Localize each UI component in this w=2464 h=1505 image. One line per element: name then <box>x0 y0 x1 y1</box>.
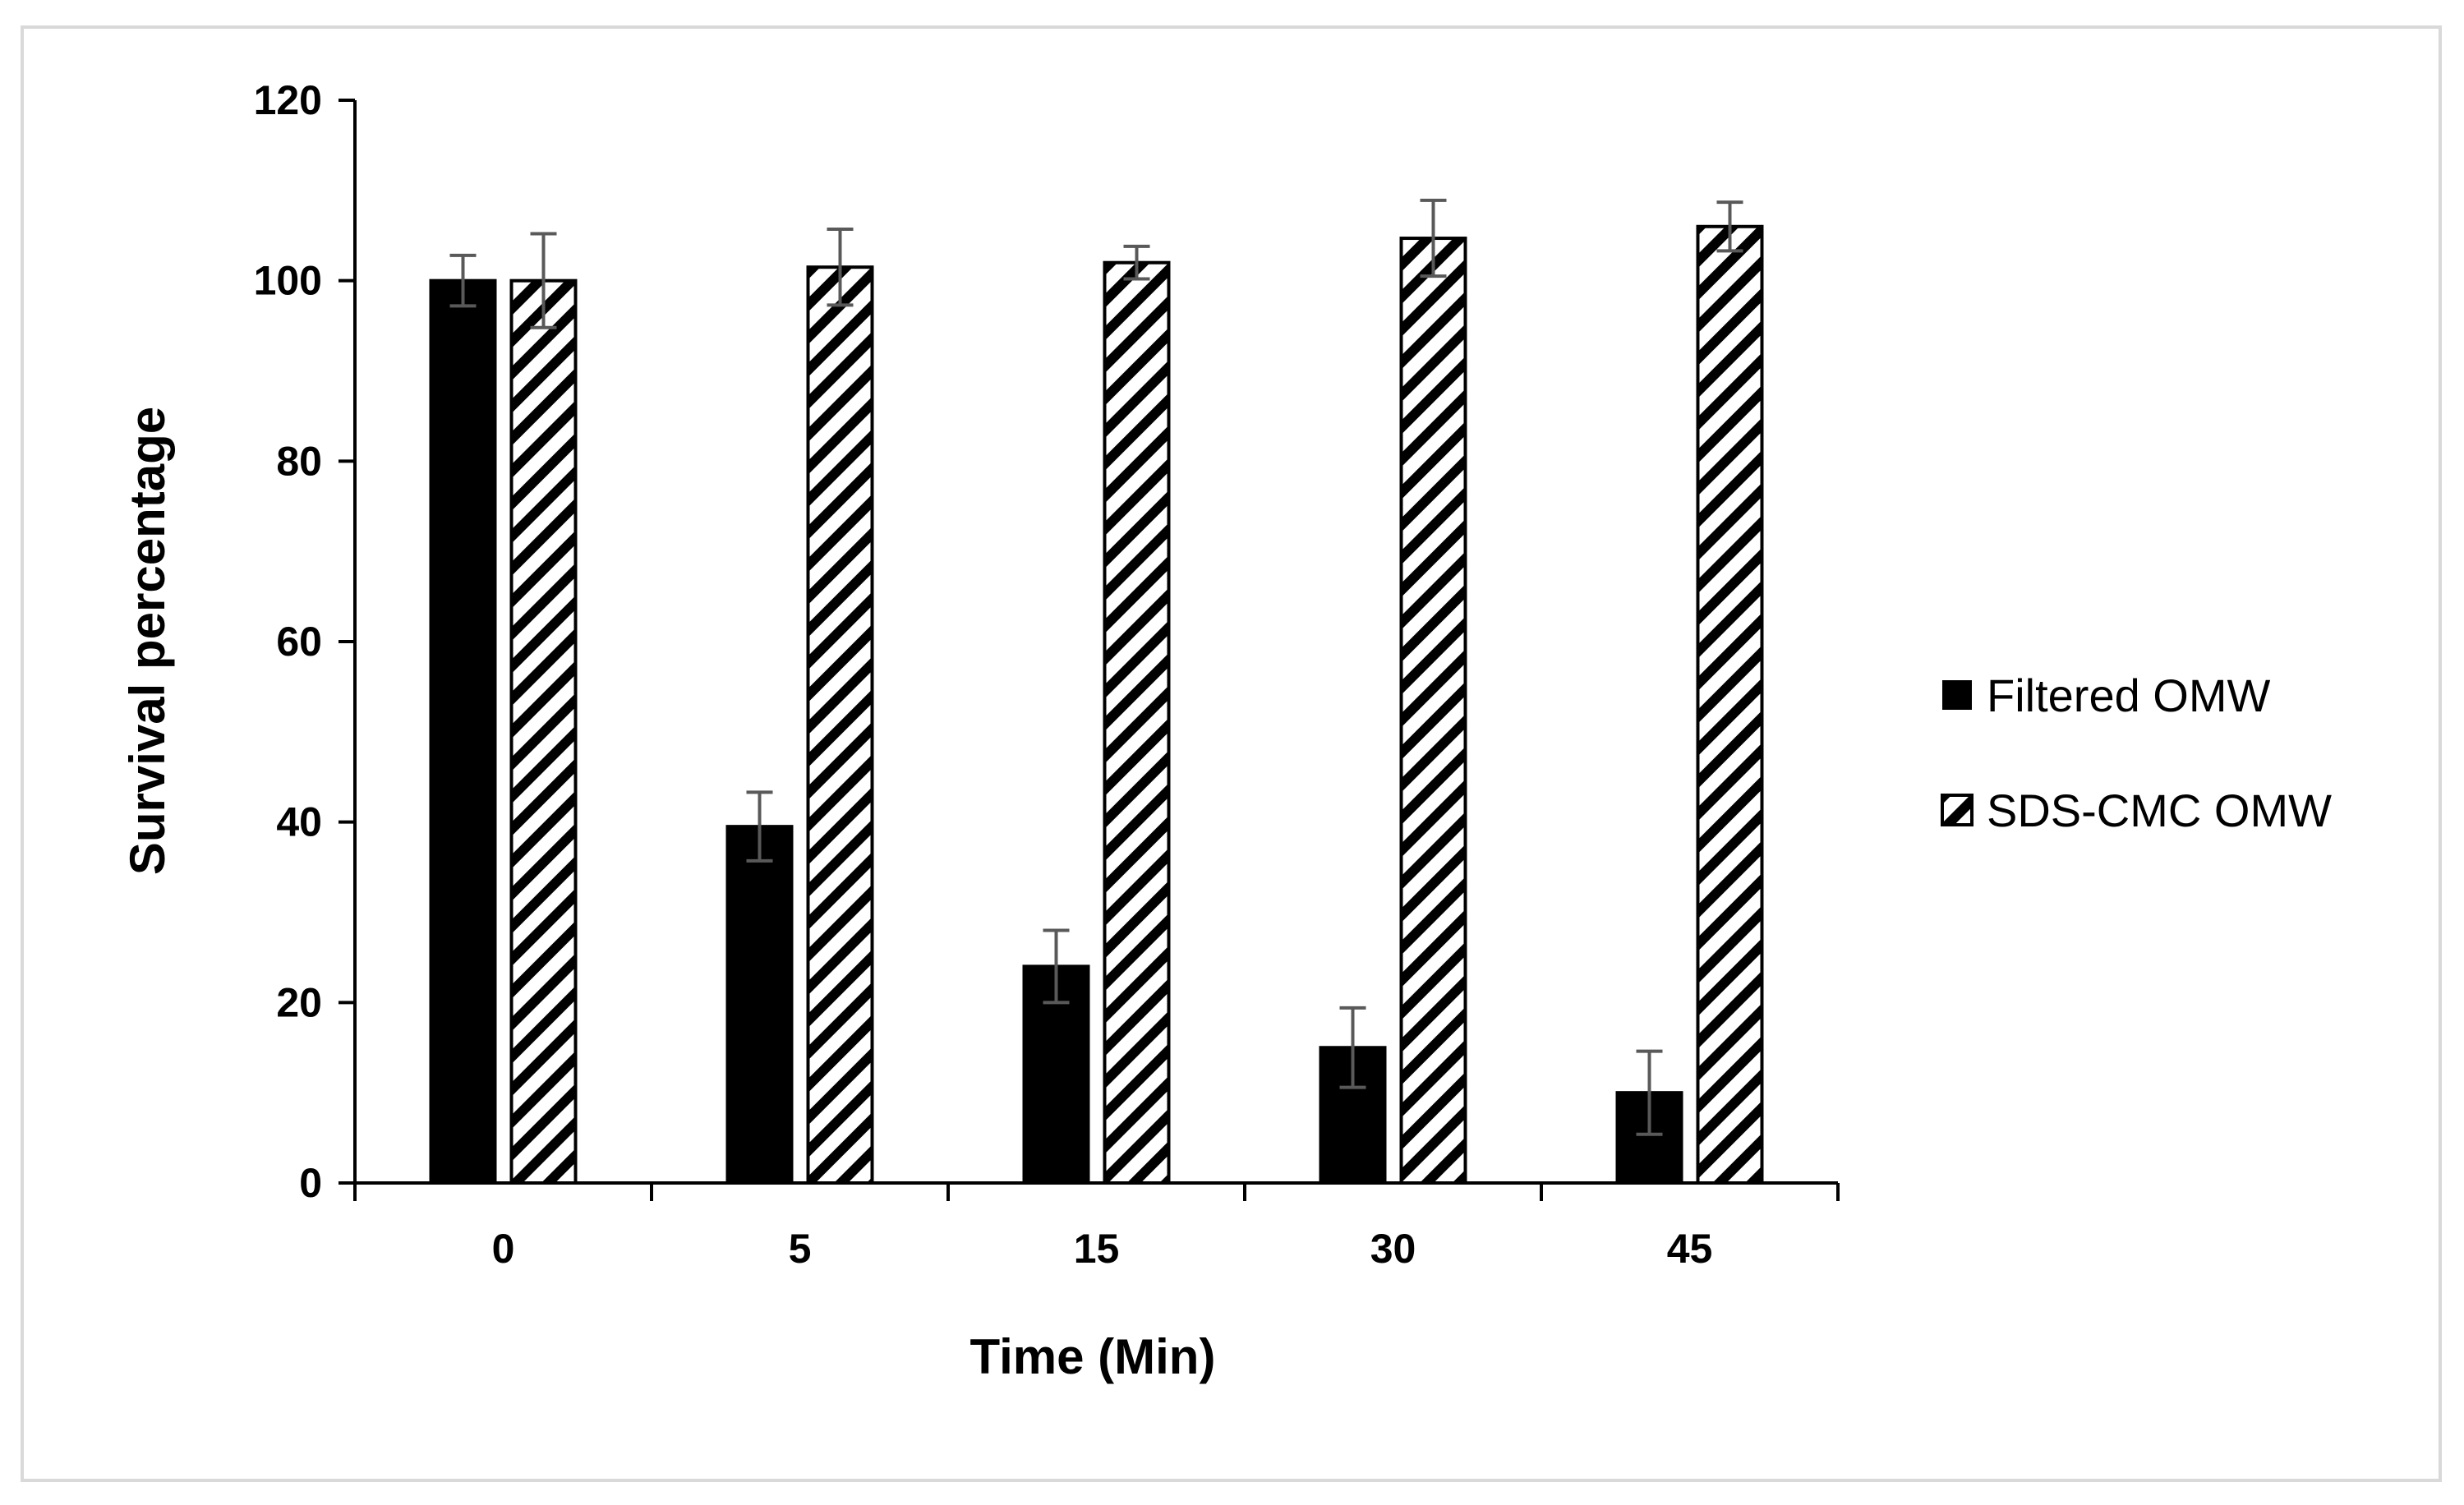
bar-sds-cmc-omw-15 <box>1103 260 1171 1185</box>
legend-label-filtered-omw: Filtered OMW <box>1987 670 2270 721</box>
x-axis: 0 5 15 30 45 <box>353 1181 1840 1272</box>
legend-label-sds-cmc-omw: SDS-CMC OMW <box>1987 785 2332 836</box>
y-tick-label: 20 <box>276 979 322 1025</box>
y-tick-label: 120 <box>254 77 322 123</box>
legend-swatch-sds-cmc-omw <box>1941 794 1974 826</box>
chart-frame <box>21 25 2442 1482</box>
error-bars <box>449 198 1743 1136</box>
bar-sds-cmc-omw-0 <box>509 278 578 1185</box>
x-tick-label: 45 <box>1667 1226 1713 1272</box>
x-tick-label: 15 <box>1074 1226 1120 1272</box>
legend: Filtered OMW SDS-CMC OMW <box>1941 670 2332 836</box>
bar-filtered-omw-5 <box>725 825 794 1185</box>
bars <box>429 224 1764 1185</box>
legend-swatch-filtered-omw <box>1942 680 1972 710</box>
x-tick-label: 30 <box>1370 1226 1416 1272</box>
bar-sds-cmc-omw-5 <box>806 265 874 1185</box>
y-tick-label: 80 <box>276 438 322 484</box>
bar-sds-cmc-omw-30 <box>1399 237 1467 1185</box>
y-tick-label: 40 <box>276 799 322 845</box>
x-tick-label: 0 <box>492 1226 515 1272</box>
y-tick-label: 60 <box>276 619 322 665</box>
y-axis: 0 20 40 60 80 100 120 <box>254 77 357 1206</box>
x-tick-label: 5 <box>789 1226 812 1272</box>
bar-sds-cmc-omw-45 <box>1696 224 1764 1185</box>
y-tick-label: 0 <box>299 1160 322 1206</box>
y-tick-label: 100 <box>254 258 322 304</box>
y-axis-title: Survival percentage <box>120 407 175 875</box>
x-axis-title: Time (Min) <box>970 1329 1216 1384</box>
bar-filtered-omw-0 <box>429 278 497 1185</box>
